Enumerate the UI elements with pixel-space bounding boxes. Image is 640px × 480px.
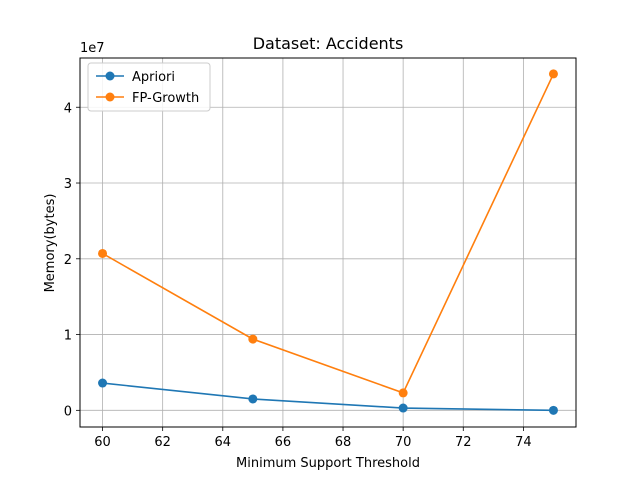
series-lines (102, 73, 555, 412)
data-point-fp-growth (398, 388, 408, 398)
data-point-fp-growth (248, 334, 258, 344)
x-tick-label: 70 (395, 435, 412, 450)
x-tick-label: 62 (154, 435, 171, 450)
plot-frame (79, 57, 577, 428)
data-point-apriori (98, 378, 108, 388)
x-tick-label: 72 (455, 435, 472, 450)
series-line-apriori (102, 382, 554, 412)
x-axis-label: Minimum Support Threshold (236, 456, 420, 471)
series-line-fp-growth (102, 73, 555, 394)
x-tick-label: 64 (215, 435, 232, 450)
legend-box (87, 62, 211, 112)
grid-lines (80, 58, 576, 427)
x-tick-label: 60 (94, 435, 111, 450)
data-point-fp-growth (98, 248, 108, 258)
legend-label-fp-growth: FP-Growth (132, 91, 199, 106)
y-tick-label: 3 (64, 177, 72, 192)
legend: Apriori FP-Growth (87, 62, 211, 112)
x-axis-ticks: 60 62 64 66 68 70 72 74 (94, 427, 532, 450)
data-point-fp-growth (548, 69, 558, 79)
y-tick-label: 0 (64, 404, 72, 419)
y-tick-label: 4 (64, 101, 72, 116)
x-tick-label: 74 (515, 435, 532, 450)
y-axis-ticks: 0 1 2 3 4 (64, 101, 80, 419)
data-point-apriori (398, 403, 408, 413)
y-offset-label: 1e7 (80, 41, 105, 56)
y-tick-label: 2 (64, 253, 72, 268)
series-markers (98, 69, 558, 415)
legend-marker-apriori (105, 71, 115, 81)
x-tick-label: 68 (335, 435, 352, 450)
y-tick-label: 1 (64, 329, 72, 344)
y-axis-label: Memory(bytes) (43, 194, 58, 293)
legend-marker-fp-growth (105, 92, 115, 102)
data-point-apriori (548, 405, 558, 415)
x-tick-label: 66 (275, 435, 292, 450)
chart-title: Dataset: Accidents (253, 34, 404, 53)
legend-label-apriori: Apriori (132, 70, 175, 85)
data-point-apriori (248, 394, 258, 404)
